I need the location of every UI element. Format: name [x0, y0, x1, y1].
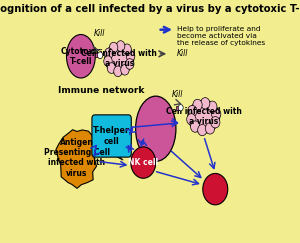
- Ellipse shape: [193, 99, 202, 111]
- Ellipse shape: [190, 121, 200, 132]
- Ellipse shape: [105, 48, 113, 59]
- Ellipse shape: [211, 117, 220, 128]
- Text: Cell infected with
a virus: Cell infected with a virus: [81, 49, 157, 68]
- Ellipse shape: [121, 64, 129, 75]
- Ellipse shape: [123, 44, 131, 55]
- Text: Cytotoxic
T-cell: Cytotoxic T-cell: [61, 47, 101, 66]
- Ellipse shape: [126, 51, 135, 61]
- Ellipse shape: [136, 96, 176, 161]
- Ellipse shape: [107, 63, 116, 73]
- Text: Kill: Kill: [93, 29, 105, 38]
- Ellipse shape: [125, 59, 134, 69]
- Ellipse shape: [198, 124, 207, 136]
- Ellipse shape: [114, 66, 122, 77]
- Ellipse shape: [188, 100, 220, 133]
- Text: Kill: Kill: [172, 90, 184, 99]
- Ellipse shape: [188, 105, 197, 117]
- Ellipse shape: [187, 114, 196, 125]
- Polygon shape: [56, 130, 98, 188]
- Text: Help to proliferate and
become activated via
the release of cytokines: Help to proliferate and become activated…: [177, 26, 265, 46]
- Circle shape: [178, 104, 183, 111]
- Text: Kill: Kill: [177, 49, 188, 58]
- Ellipse shape: [105, 43, 134, 74]
- FancyBboxPatch shape: [92, 115, 131, 157]
- Circle shape: [98, 52, 103, 59]
- Circle shape: [203, 174, 228, 205]
- Ellipse shape: [116, 41, 125, 51]
- Ellipse shape: [110, 42, 118, 53]
- Ellipse shape: [205, 123, 214, 134]
- FancyBboxPatch shape: [176, 105, 179, 110]
- Ellipse shape: [212, 108, 221, 120]
- Ellipse shape: [201, 98, 210, 109]
- Ellipse shape: [208, 101, 217, 113]
- Ellipse shape: [67, 35, 95, 78]
- Polygon shape: [108, 152, 123, 160]
- Text: Immune network: Immune network: [58, 86, 144, 95]
- Text: T-helper
cell: T-helper cell: [93, 126, 130, 146]
- Text: NK cell: NK cell: [128, 158, 158, 167]
- Text: Recognition of a cell infected by a virus by a cytotoxic T-cell: Recognition of a cell infected by a viru…: [0, 4, 300, 14]
- Text: Antigen
Presenting Cell
infected with
virus: Antigen Presenting Cell infected with vi…: [44, 138, 110, 178]
- Circle shape: [131, 147, 156, 178]
- Text: Cell infected with
a virus: Cell infected with a virus: [166, 107, 242, 126]
- Ellipse shape: [104, 56, 112, 67]
- FancyBboxPatch shape: [95, 53, 98, 58]
